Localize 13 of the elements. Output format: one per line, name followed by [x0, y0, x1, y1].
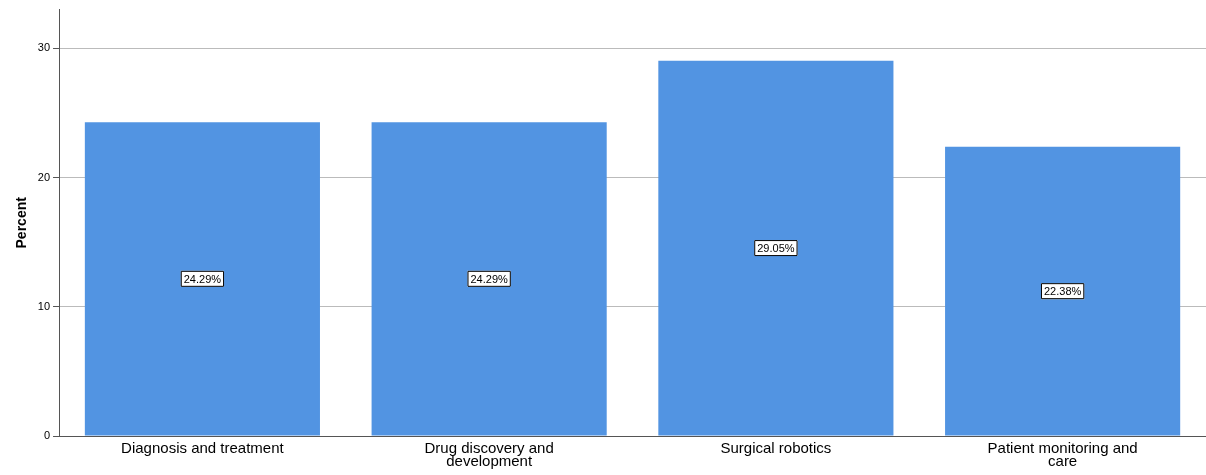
x-tick-label: Patient monitoring and care	[987, 438, 1138, 470]
data-label: 24.29%	[470, 272, 509, 285]
y-tick-label: 10	[37, 299, 51, 312]
y-tick-label: 0	[43, 429, 51, 442]
y-axis-title: Percent	[13, 196, 30, 249]
data-label: 29.05%	[757, 242, 795, 255]
x-tick-label: Surgical robotics	[720, 438, 832, 456]
data-label: 24.29%	[183, 272, 222, 285]
data-label: 22.38%	[1043, 285, 1082, 298]
y-tick-label: 30	[37, 41, 51, 54]
y-tick-label: 20	[37, 170, 51, 183]
x-tick-label: Drug discovery and development	[424, 438, 554, 470]
x-tick-label: Diagnosis and treatment	[121, 438, 285, 456]
